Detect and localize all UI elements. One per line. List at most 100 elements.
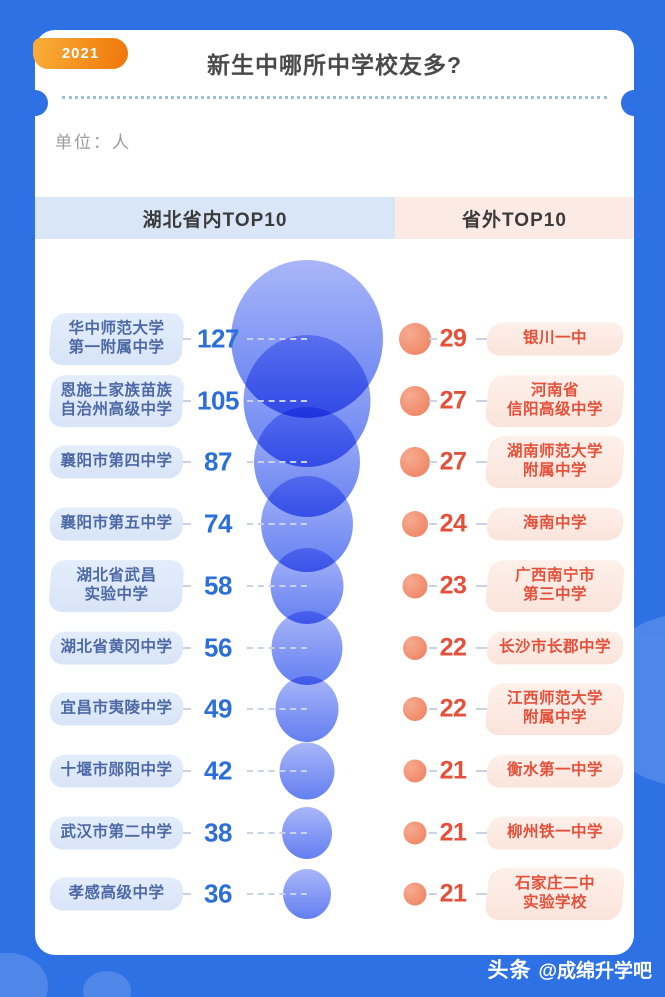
chart-row: 恩施土家族苗族 自治州高级中学 105 27 河南省 信阳高级中学 xyxy=(35,370,634,432)
dashed-connector xyxy=(183,769,191,772)
outside-school-pill: 海南中学 xyxy=(487,508,623,541)
dashed-connector xyxy=(476,646,487,649)
dashed-connector xyxy=(429,769,437,772)
chart-row: 华中师范大学 第一附属中学 127 29 银川一中 xyxy=(35,308,634,370)
outside-school-pill: 广西南宁市 第三中学 xyxy=(487,560,623,612)
ticket-card: 2021 新生中哪所中学校友多? 单位：人 湖北省内TOP10 省外TOP10 … xyxy=(22,30,647,955)
column-header-hubei: 湖北省内TOP10 xyxy=(35,197,395,239)
dashed-connector xyxy=(247,338,307,340)
outside-bubble xyxy=(400,447,430,478)
outside-value-label: 22 xyxy=(439,633,467,661)
school-name: 孝感高级中学 xyxy=(68,884,165,902)
dashed-connector xyxy=(183,831,191,834)
dashed-connector xyxy=(476,461,487,464)
school-name: 湖北省武昌 xyxy=(76,566,157,584)
school-name: 华中师范大学 xyxy=(68,320,165,338)
dashed-connector xyxy=(183,338,191,340)
background-bubble-decoration xyxy=(0,953,48,997)
page-title: 新生中哪所中学校友多? xyxy=(206,52,463,78)
year-badge-label: 2021 xyxy=(61,45,100,62)
school-name: 第三中学 xyxy=(522,585,587,603)
dashed-connector xyxy=(429,708,437,711)
column-header-outside: 省外TOP10 xyxy=(394,197,634,239)
outside-bubble xyxy=(402,573,428,599)
outside-school-pill: 柳州铁一中学 xyxy=(487,816,623,849)
school-name: 湖北省黄冈中学 xyxy=(60,638,173,656)
outside-bubble xyxy=(403,635,427,660)
outside-bubble xyxy=(403,759,427,783)
school-name: 十堰市郧阳中学 xyxy=(60,761,173,779)
dashed-connector xyxy=(247,399,307,402)
dashed-connector xyxy=(247,893,307,896)
chart-row: 武汉市第二中学 38 21 柳州铁一中学 xyxy=(35,802,634,864)
outside-school-pill: 石家庄二中 实验学校 xyxy=(487,868,623,920)
school-name: 石家庄二中 xyxy=(514,875,595,893)
dotted-separator xyxy=(62,96,607,99)
dashed-connector xyxy=(476,893,487,896)
dashed-connector xyxy=(476,399,487,402)
hubei-value-label: 42 xyxy=(204,755,232,786)
school-name: 银川一中 xyxy=(522,329,587,347)
dashed-connector xyxy=(429,646,437,649)
hubei-value-label: 36 xyxy=(204,878,232,909)
hubei-school-pill: 湖北省武昌 实验中学 xyxy=(50,560,183,612)
dashed-connector xyxy=(183,893,191,896)
school-name: 实验学校 xyxy=(522,894,587,912)
hubei-school-pill: 湖北省黄冈中学 xyxy=(50,631,183,664)
dashed-connector xyxy=(247,523,307,526)
school-name: 恩施土家族苗族 xyxy=(60,381,173,399)
outside-bubble xyxy=(399,323,431,355)
year-badge: 2021 xyxy=(33,38,128,69)
dashed-connector xyxy=(247,769,307,772)
outside-school-pill: 江西师范大学 附属中学 xyxy=(487,683,623,735)
school-name: 河南省 xyxy=(530,381,579,399)
unit-label: 单位：人 xyxy=(55,133,131,152)
background-bubble-decoration xyxy=(83,971,131,997)
school-name: 附属中学 xyxy=(522,709,587,727)
dashed-connector xyxy=(183,646,191,649)
hubei-school-pill: 华中师范大学 第一附属中学 xyxy=(50,313,183,365)
outside-value-label: 21 xyxy=(439,879,467,908)
outside-school-pill: 河南省 信阳高级中学 xyxy=(487,375,623,427)
dashed-connector xyxy=(476,338,487,340)
outside-bubble xyxy=(403,697,427,722)
school-name: 长沙市长郡中学 xyxy=(498,638,611,656)
dashed-connector xyxy=(429,831,437,834)
school-name: 附属中学 xyxy=(522,462,587,480)
dashed-connector xyxy=(429,461,437,464)
dashed-connector xyxy=(429,584,437,587)
dashed-connector xyxy=(247,584,307,587)
dashed-connector xyxy=(247,461,307,464)
outside-school-pill: 长沙市长郡中学 xyxy=(487,631,623,664)
hubei-value-label: 105 xyxy=(197,385,239,416)
chart-row: 湖北省黄冈中学 56 22 长沙市长郡中学 xyxy=(35,617,634,679)
dashed-connector xyxy=(183,399,191,402)
school-name: 襄阳市第五中学 xyxy=(60,514,173,532)
chart-row: 湖北省武昌 实验中学 58 23 广西南宁市 第三中学 xyxy=(35,555,634,617)
hubei-value-label: 58 xyxy=(204,570,232,601)
school-name: 信阳高级中学 xyxy=(506,400,603,418)
outside-value-label: 23 xyxy=(439,571,467,600)
ticket-notch-left xyxy=(22,90,48,116)
school-name: 自治州高级中学 xyxy=(60,400,173,418)
hubei-value-label: 49 xyxy=(204,693,232,724)
school-name: 衡水第一中学 xyxy=(506,761,603,779)
outside-value-label: 27 xyxy=(439,447,467,476)
dashed-connector xyxy=(247,831,307,834)
dashed-connector xyxy=(247,646,307,649)
dashed-connector xyxy=(183,461,191,464)
hubei-value-label: 127 xyxy=(197,323,239,354)
outside-value-label: 27 xyxy=(439,386,467,415)
hubei-value-label: 87 xyxy=(204,446,232,477)
hubei-school-pill: 孝感高级中学 xyxy=(50,878,183,911)
dashed-connector xyxy=(476,523,487,526)
hubei-school-pill: 恩施土家族苗族 自治州高级中学 xyxy=(50,375,183,427)
dashed-connector xyxy=(429,399,437,402)
outside-bubble xyxy=(403,821,427,845)
school-name: 江西师范大学 xyxy=(506,690,603,708)
hubei-value-label: 56 xyxy=(204,632,232,662)
hubei-school-pill: 宜昌市夷陵中学 xyxy=(50,693,183,726)
school-name: 第一附属中学 xyxy=(68,339,165,356)
outside-bubble xyxy=(402,511,428,538)
